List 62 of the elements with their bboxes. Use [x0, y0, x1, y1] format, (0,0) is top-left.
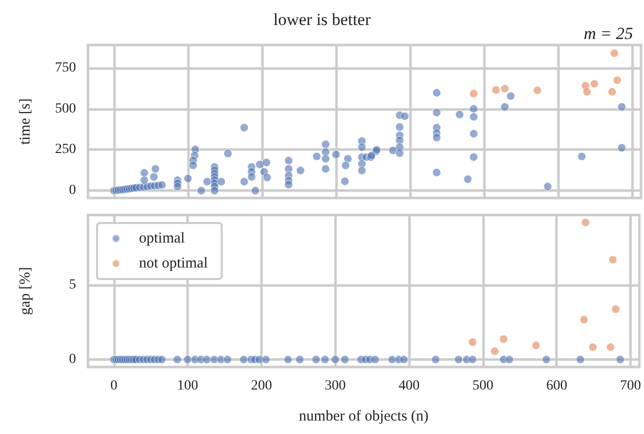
- y-tick-label: 250: [55, 142, 76, 158]
- y-axis-title: time [s]: [18, 98, 34, 145]
- point: [183, 355, 192, 364]
- point: [590, 79, 599, 88]
- point: [284, 355, 292, 364]
- x-tick-label: 300: [324, 378, 346, 394]
- point: [500, 84, 510, 93]
- point: [505, 355, 514, 364]
- point: [431, 355, 440, 364]
- point: [490, 346, 499, 356]
- point: [616, 355, 624, 364]
- x-tick-label: 100: [177, 378, 198, 394]
- point: [158, 355, 166, 364]
- point: [582, 88, 592, 96]
- y-tick-label: 750: [55, 60, 76, 76]
- point: [312, 355, 320, 364]
- point: [492, 86, 500, 94]
- chart-title: lower is better: [273, 10, 371, 29]
- point: [611, 304, 620, 314]
- point: [588, 342, 598, 352]
- point: [580, 315, 588, 324]
- point: [400, 355, 408, 364]
- x-axis-title: number of objects (n): [298, 408, 428, 424]
- point: [576, 355, 585, 364]
- point: [581, 218, 590, 227]
- point: [340, 355, 350, 364]
- point: [542, 355, 551, 364]
- y-tick-label: 0: [69, 352, 76, 368]
- point: [262, 355, 270, 364]
- y-tick-label: 5: [69, 278, 76, 293]
- y-tick-label: 0: [69, 183, 76, 198]
- x-tick-label: 600: [546, 378, 568, 394]
- x-tick-label: 0: [110, 378, 118, 394]
- point: [532, 341, 540, 350]
- point: [320, 355, 330, 364]
- x-tick-label: 400: [398, 378, 420, 394]
- text: m = 25: [584, 24, 633, 43]
- point: [613, 76, 622, 84]
- point: [173, 355, 182, 364]
- legend-label: optimal: [139, 230, 185, 246]
- point: [608, 255, 618, 264]
- point: [330, 355, 340, 364]
- x-tick-label: 700: [620, 378, 641, 394]
- point: [608, 88, 616, 96]
- point: [469, 89, 478, 98]
- x-tick-label: 500: [472, 378, 494, 394]
- point: [610, 48, 619, 58]
- y-tick-label: 500: [55, 101, 76, 116]
- point: [606, 342, 615, 352]
- point: [468, 338, 477, 346]
- point: [370, 355, 380, 364]
- point: [454, 355, 463, 364]
- point: [499, 334, 508, 344]
- point: [239, 355, 248, 364]
- y-axis-title: gap [%]: [18, 267, 34, 315]
- point: [533, 86, 542, 95]
- legend-label: not optimal: [139, 256, 208, 272]
- point: [468, 355, 477, 364]
- point: [223, 355, 232, 364]
- x-tick-label: 200: [250, 378, 272, 394]
- point: [202, 355, 212, 364]
- point: [296, 355, 304, 364]
